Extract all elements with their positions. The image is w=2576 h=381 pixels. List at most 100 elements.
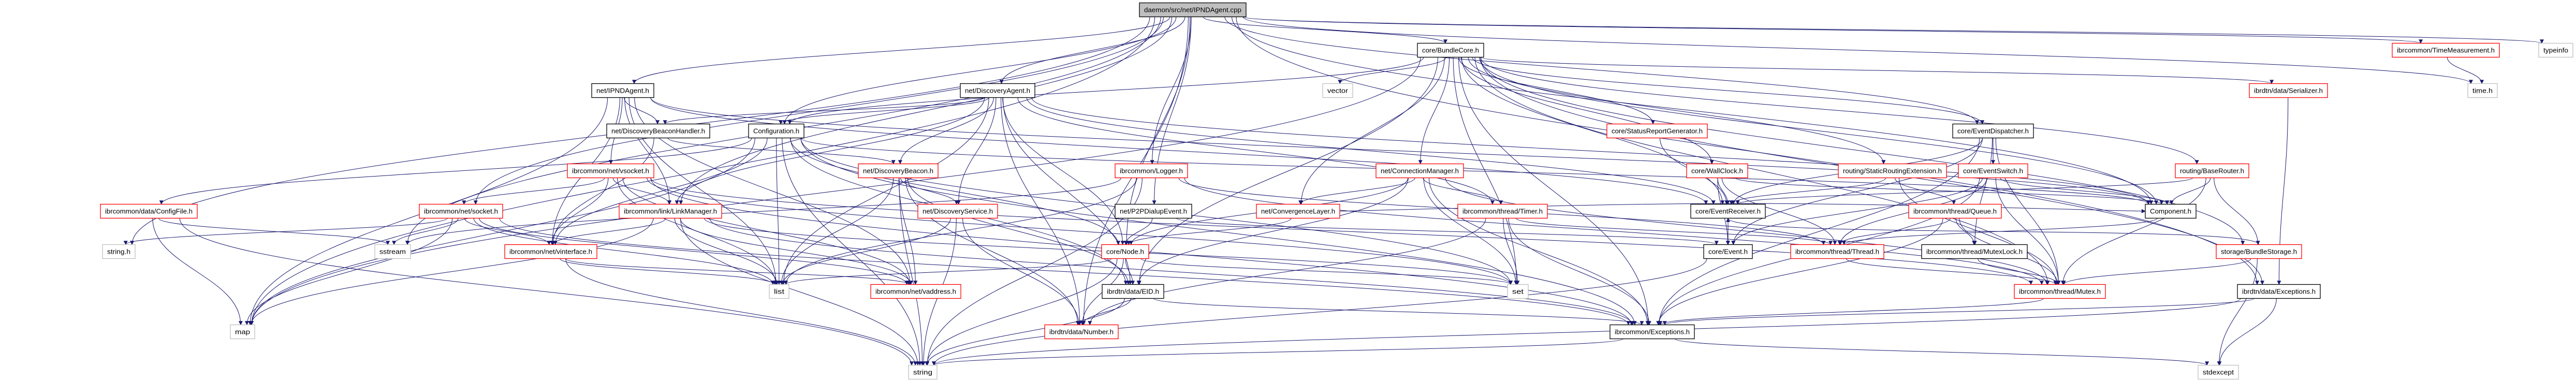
- node-BaseRouter[interactable]: routing/BaseRouter.h: [2175, 163, 2249, 179]
- edge-vsocket-to-LinkManager: [612, 178, 671, 205]
- node-Thread[interactable]: ibrcommon/thread/Thread.h: [1790, 244, 1884, 259]
- node-ConvergenceLayer[interactable]: net/ConvergenceLayer.h: [1256, 203, 1340, 219]
- edge-DiscoveryAgent-to-DiscoveryService: [956, 97, 997, 205]
- node-box: [419, 203, 503, 219]
- edge-BundleCore-to-EventDispatcher: [1472, 57, 1984, 125]
- node-socket[interactable]: ibrcommon/net/socket.h: [419, 203, 503, 219]
- edge-LinkManager-to-string: [680, 218, 920, 366]
- node-Queue[interactable]: ibrcommon/thread/Queue.h: [1908, 203, 2002, 219]
- node-Logger[interactable]: ibrcommon/Logger.h: [1115, 163, 1188, 179]
- edge-ibrdtnExceptions-to-Exceptions: [1663, 298, 2255, 326]
- edge-DiscoveryBeacon-to-Number: [905, 178, 1080, 326]
- edge-vsocket-to-socket: [462, 178, 605, 205]
- edge-BundleStorage-to-stdexcept: [2217, 258, 2258, 366]
- edge-Logger-to-list: [784, 178, 1137, 285]
- node-box: [2538, 42, 2573, 58]
- node-box: [1908, 203, 2002, 219]
- edge-EventDispatcher-to-Mutex: [1995, 138, 2061, 285]
- node-Number[interactable]: ibrdtn/data/Number.h: [1044, 324, 1119, 340]
- node-BundleCore[interactable]: core/BundleCore.h: [1417, 42, 1484, 58]
- node-Node[interactable]: core/Node.h: [1101, 244, 1149, 259]
- edge-BundleCore-to-Exceptions: [1458, 57, 1650, 326]
- node-EventReceiver[interactable]: core/EventReceiver.h: [1690, 203, 1766, 219]
- node-Exceptions[interactable]: ibrcommon/Exceptions.h: [1609, 324, 1695, 340]
- node-ConnectionManager[interactable]: net/ConnectionManager.h: [1375, 163, 1464, 179]
- edge-ConnectionManager-to-Mutex: [1445, 178, 2050, 285]
- edge-vsocket-to-vinterface: [550, 178, 609, 245]
- node-box: [1044, 324, 1119, 340]
- node-vinterface[interactable]: ibrcommon/net/vinterface.h: [504, 244, 597, 259]
- edge-LinkManager-to-Exceptions: [709, 218, 1635, 326]
- node-StatusReportGenerator[interactable]: core/StatusReportGenerator.h: [1606, 123, 1708, 139]
- node-Component[interactable]: Component.h: [2145, 203, 2197, 219]
- node-label: ibrdtn/data/Exceptions.h: [2242, 288, 2316, 296]
- edge-root-to-Component: [1232, 17, 2154, 205]
- node-Timer[interactable]: ibrcommon/thread/Timer.h: [1457, 203, 1548, 219]
- node-box: [100, 203, 198, 219]
- node-label: core/BundleCore.h: [1422, 47, 1479, 54]
- node-label: sstream: [379, 248, 406, 256]
- node-BundleStorage[interactable]: storage/BundleStorage.h: [2216, 244, 2302, 259]
- edge-root-to-EventDispatcher: [1224, 17, 1979, 125]
- edge-EventDispatcher-to-Event: [1731, 138, 1983, 245]
- node-LinkManager[interactable]: ibrcommon/link/LinkManager.h: [619, 203, 722, 219]
- node-box: [2467, 83, 2498, 98]
- node-DiscoveryAgent[interactable]: net/DiscoveryAgent.h: [960, 83, 1035, 98]
- edge-IPNDAgentH-to-DiscoveryBeaconHandler: [624, 97, 660, 125]
- node-DiscoveryBeacon[interactable]: net/DiscoveryBeacon.h: [858, 163, 939, 179]
- edge-ConnectionManager-to-ConvergenceLayer: [1298, 178, 1415, 205]
- node-vsocket[interactable]: ibrcommon/net/vsocket.h: [567, 163, 654, 179]
- edge-ConnectionManager-to-Exceptions: [1428, 178, 1650, 326]
- node-EventSwitch[interactable]: core/EventSwitch.h: [1958, 163, 2028, 179]
- edge-root-to-typeinfo: [1242, 17, 2544, 44]
- node-label: ibrcommon/net/vinterface.h: [509, 248, 592, 256]
- edge-IPNDAgentH-to-EventReceiver: [650, 97, 1708, 205]
- node-box: [1507, 284, 1529, 299]
- node-MutexLock[interactable]: ibrcommon/thread/MutexLock.h: [1921, 244, 2028, 259]
- node-EventDispatcher[interactable]: core/EventDispatcher.h: [1952, 123, 2034, 139]
- node-box: [1417, 42, 1484, 58]
- node-ConfigFile[interactable]: ibrcommon/data/ConfigFile.h: [100, 203, 198, 219]
- edge-BundleCore-to-ConvergenceLayer: [1299, 57, 1445, 205]
- edge-StaticRoutingExtension-to-EventReceiver: [1729, 178, 1886, 205]
- node-WallClock[interactable]: core/WallClock.h: [1686, 163, 1748, 179]
- edge-IPNDAgentH-to-Component: [650, 97, 2150, 205]
- node-vaddress[interactable]: ibrcommon/net/vaddress.h: [870, 284, 961, 299]
- edge-socket-to-map: [244, 218, 453, 326]
- node-P2PDialupEvent[interactable]: net/P2PDialupEvent.h: [1115, 203, 1192, 219]
- node-TimeMeasurement[interactable]: ibrcommon/TimeMeasurement.h: [2392, 42, 2500, 58]
- node-DiscoveryBeaconHandler[interactable]: net/DiscoveryBeaconHandler.h: [606, 123, 710, 139]
- node-DiscoveryService[interactable]: net/DiscoveryService.h: [917, 203, 998, 219]
- node-box: [2392, 42, 2500, 58]
- edge-BundleCore-to-ConnectionManager: [1418, 57, 1450, 165]
- edge-Queue-to-MutexLock: [1955, 218, 1977, 245]
- edge-socket-to-stringh: [123, 218, 448, 245]
- node-Event[interactable]: core/Event.h: [1703, 244, 1753, 259]
- edge-BaseRouter-to-BundleStorage: [2214, 178, 2260, 245]
- edge-BundleCore-to-Component: [1479, 57, 2159, 205]
- edge-Event-to-string: [932, 258, 1707, 366]
- node-box: [230, 324, 255, 340]
- edge-BundleCore-to-StaticRoutingExtension: [1468, 57, 1886, 165]
- node-label: ibrcommon/net/socket.h: [424, 208, 498, 215]
- node-IPNDAgentH[interactable]: net/IPNDAgent.h: [591, 83, 654, 98]
- node-label: ibrcommon/thread/Thread.h: [1795, 248, 1879, 256]
- node-box: [504, 244, 597, 259]
- node-Serializer[interactable]: ibrdtn/data/Serializer.h: [2249, 83, 2328, 98]
- edge-DiscoveryAgent-to-Configuration: [779, 97, 989, 125]
- node-Mutex[interactable]: ibrcommon/thread/Mutex.h: [2014, 284, 2106, 299]
- node-ibrdtnExceptions[interactable]: ibrdtn/data/Exceptions.h: [2237, 284, 2321, 299]
- node-StaticRoutingExtension[interactable]: routing/StaticRoutingExtension.h: [1838, 163, 1947, 179]
- node-EID[interactable]: ibrdtn/data/EID.h: [1102, 284, 1164, 299]
- node-Configuration[interactable]: Configuration.h: [748, 123, 804, 139]
- node-box: [1838, 163, 1947, 179]
- node-box: [1690, 203, 1766, 219]
- node-stringh: string.h: [102, 244, 136, 259]
- edge-DiscoveryBeacon-to-list: [779, 178, 894, 285]
- edge-Exceptions-to-stdexcept: [1674, 339, 2209, 366]
- edge-BundleCore-to-Serializer: [1480, 57, 2274, 84]
- edge-Timer-to-Thread: [1515, 218, 1833, 245]
- node-label: string.h: [107, 248, 130, 256]
- node-label: core/EventReceiver.h: [1695, 208, 1761, 215]
- edge-socket-to-vaddress: [479, 218, 909, 285]
